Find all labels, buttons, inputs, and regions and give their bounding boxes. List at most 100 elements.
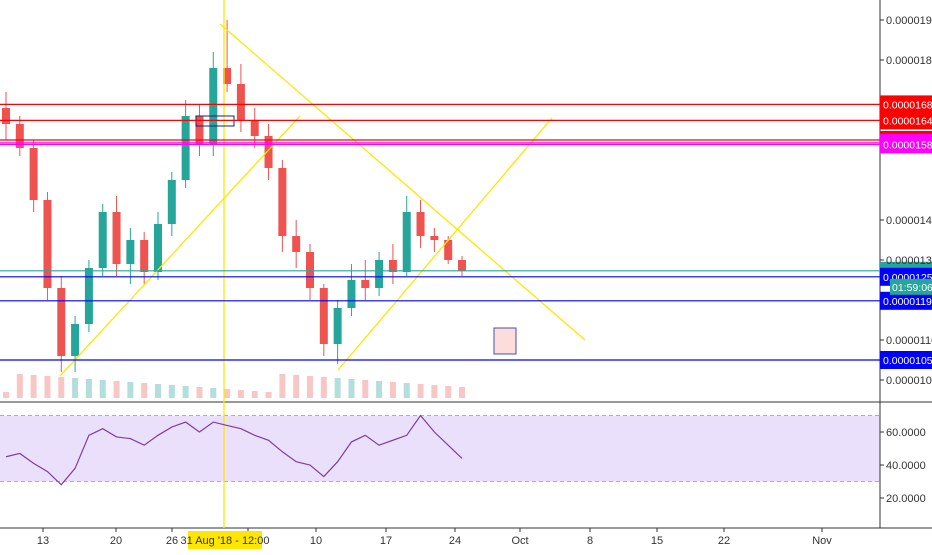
- candle-body: [264, 136, 273, 168]
- candle-body: [209, 68, 218, 144]
- candle-body: [57, 288, 66, 356]
- candle-body: [458, 260, 466, 271]
- volume-bar: [251, 391, 258, 398]
- price-tag-label: 0.00001198: [883, 296, 932, 308]
- time-axis-tick-label: 10: [310, 535, 322, 547]
- volume-bar: [459, 387, 465, 398]
- price-axis-tick-label: 0.00001300: [886, 255, 932, 267]
- rsi-band: [0, 415, 880, 482]
- volume-group: [3, 374, 465, 398]
- price-level-tag: 0.00001589: [880, 135, 932, 154]
- rsi-axis-tick-label: 60.0000: [886, 427, 926, 439]
- time-axis-tick-label: Nov: [812, 535, 832, 547]
- candle-body: [306, 252, 314, 288]
- crosshair-date-label: 31 Aug '18 - 12:00: [181, 535, 270, 547]
- volume-bar: [113, 381, 120, 398]
- volume-bar: [155, 384, 161, 398]
- volume-bar: [362, 380, 369, 398]
- volume-bar: [224, 389, 231, 398]
- candle-body: [167, 180, 176, 224]
- volume-bar: [265, 392, 272, 398]
- volume-bar: [72, 378, 79, 398]
- trend-line: [337, 117, 553, 371]
- volume-bar: [182, 386, 189, 398]
- trendlines-group: [59, 0, 586, 528]
- time-axis-tick-label: 15: [651, 535, 663, 547]
- time-axis-tick-label: 22: [718, 535, 730, 547]
- volume-bar: [196, 387, 203, 398]
- candle-body: [416, 212, 425, 236]
- price-axis-tick-label: 0.00001100: [886, 335, 932, 347]
- candle-body: [361, 280, 370, 288]
- candle-body: [347, 280, 356, 308]
- candle-body: [430, 236, 439, 240]
- volume-bar: [417, 384, 424, 398]
- crosshair-date-background: [188, 531, 262, 549]
- candle-body: [388, 260, 397, 272]
- candle-body: [292, 236, 301, 252]
- candle-body: [250, 120, 259, 136]
- price-axis-tick-label: 0.00001400: [886, 215, 932, 227]
- volume-bar: [307, 376, 313, 398]
- volume-bar: [445, 386, 452, 398]
- drawn-rectangle: [493, 327, 517, 355]
- candle-body: [444, 240, 453, 260]
- time-axis-tick-label: 13: [37, 535, 49, 547]
- trend-line: [219, 23, 586, 341]
- volume-bar: [210, 388, 217, 398]
- candle-body: [15, 124, 24, 148]
- rsi-axis-tick-label: 20.0000: [886, 493, 926, 505]
- trend-line: [59, 115, 301, 377]
- time-axis-tick-label: 24: [449, 535, 461, 547]
- volume-bar: [279, 374, 286, 398]
- price-axis-tick-label: 0.00001800: [886, 55, 932, 67]
- volume-bar: [127, 382, 134, 398]
- price-level-tag: 0.00001689: [880, 95, 932, 114]
- candle-body: [181, 116, 190, 180]
- volume-bar: [16, 374, 23, 398]
- candle-body: [319, 288, 328, 344]
- candle-body: [402, 212, 411, 272]
- volume-bar: [85, 379, 92, 398]
- volume-bar: [168, 385, 175, 398]
- countdown-background: [890, 278, 932, 295]
- volume-bar: [376, 381, 383, 398]
- candle-body: [29, 148, 38, 200]
- candle-body: [84, 268, 93, 324]
- volume-bar: [99, 380, 106, 398]
- time-axis-tick-label: 8: [587, 535, 593, 547]
- candle-body: [236, 84, 245, 120]
- volume-bar: [3, 392, 9, 398]
- volume-bar: [141, 383, 148, 398]
- price-tag-background: [880, 95, 932, 114]
- candle-body: [195, 116, 204, 144]
- price-tag-background: [880, 111, 932, 130]
- volume-bar: [348, 379, 355, 398]
- candle-body: [223, 68, 232, 84]
- candle-body: [126, 240, 135, 264]
- volume-bar: [320, 377, 327, 398]
- price-tag-background: [880, 291, 932, 310]
- volume-bar: [30, 375, 37, 398]
- candle-body: [375, 260, 384, 288]
- candle-body: [154, 224, 162, 272]
- rsi-line: [5, 414, 463, 486]
- time-axis-tick-label: 20: [110, 535, 122, 547]
- volume-bar: [58, 377, 65, 398]
- candle-body: [333, 308, 342, 344]
- price-level-tag: 0.00001198: [880, 291, 932, 310]
- price-tag-background: [880, 135, 932, 154]
- candle-body: [98, 212, 107, 268]
- rsi-axis-tick-label: 40.0000: [886, 460, 926, 472]
- volume-bar: [403, 383, 410, 398]
- volume-bar: [389, 382, 396, 398]
- volume-bar: [237, 390, 244, 398]
- volume-bar: [293, 375, 300, 398]
- volume-bar: [334, 378, 341, 398]
- candles-group: [2, 20, 466, 372]
- countdown-label: 01:59:06: [892, 282, 932, 294]
